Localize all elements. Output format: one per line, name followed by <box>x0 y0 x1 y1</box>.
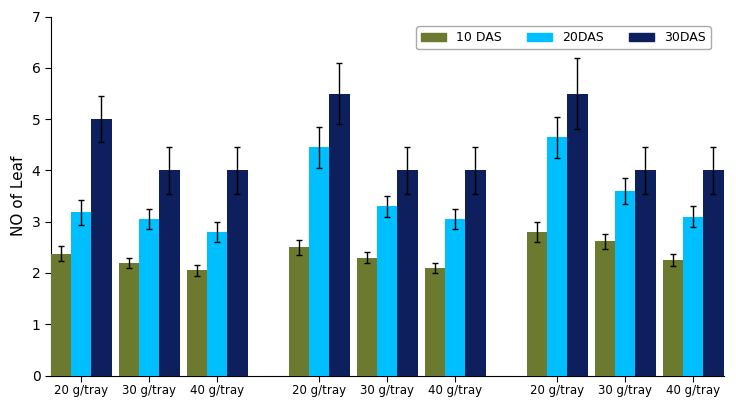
Bar <box>119 263 139 375</box>
Bar <box>160 171 180 375</box>
Bar <box>635 171 656 375</box>
Bar <box>567 93 587 375</box>
Bar <box>187 271 207 375</box>
Bar <box>289 247 309 375</box>
Bar <box>615 191 635 375</box>
Bar <box>51 253 71 375</box>
Bar <box>397 171 417 375</box>
Bar <box>227 171 247 375</box>
Bar <box>309 147 330 375</box>
Y-axis label: NO of Leaf: NO of Leaf <box>11 156 26 236</box>
Bar <box>207 232 227 375</box>
Legend: 10 DAS, 20DAS, 30DAS: 10 DAS, 20DAS, 30DAS <box>417 27 710 49</box>
Bar <box>377 206 397 375</box>
Bar <box>663 260 683 375</box>
Bar <box>465 171 486 375</box>
Bar <box>683 217 704 375</box>
Bar <box>425 268 445 375</box>
Bar <box>527 232 547 375</box>
Bar <box>595 241 615 375</box>
Bar <box>91 119 112 375</box>
Bar <box>704 171 723 375</box>
Bar <box>445 219 465 375</box>
Bar <box>547 137 567 375</box>
Bar <box>71 213 91 375</box>
Bar <box>330 93 350 375</box>
Bar <box>357 257 377 375</box>
Bar <box>139 219 160 375</box>
